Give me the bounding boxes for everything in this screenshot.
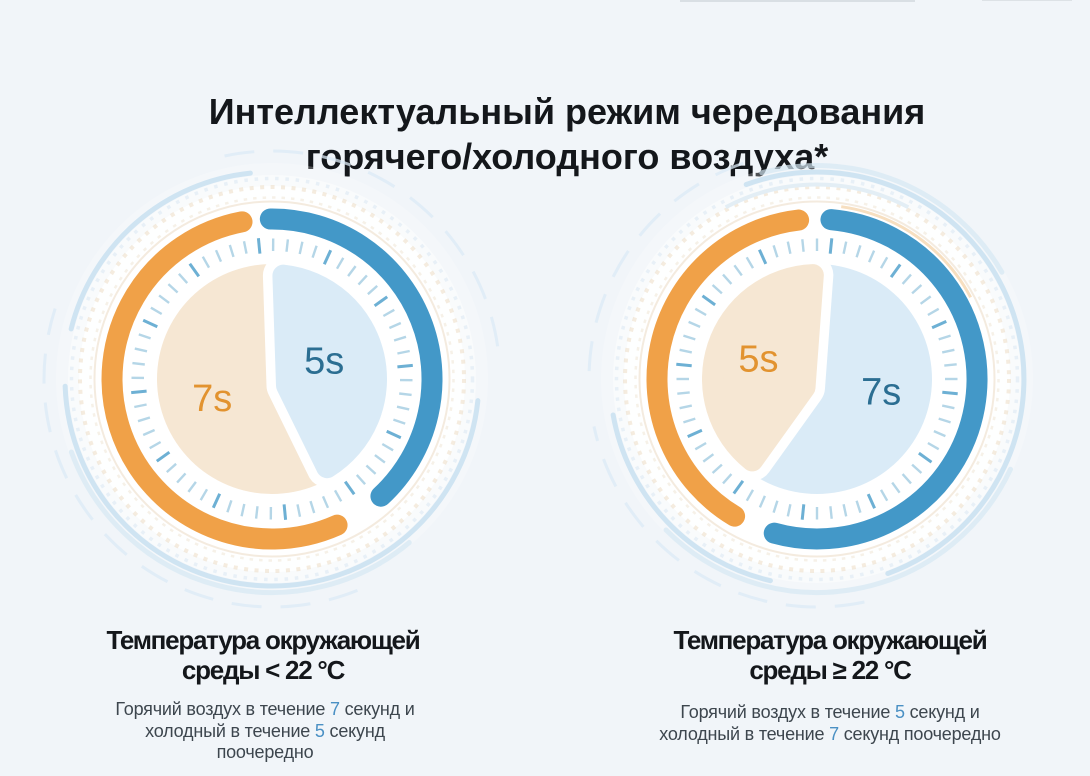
- svg-text:7s: 7s: [192, 378, 232, 420]
- svg-text:5s: 5s: [738, 338, 778, 380]
- svg-text:5s: 5s: [304, 340, 344, 382]
- svg-text:7s: 7s: [861, 371, 901, 413]
